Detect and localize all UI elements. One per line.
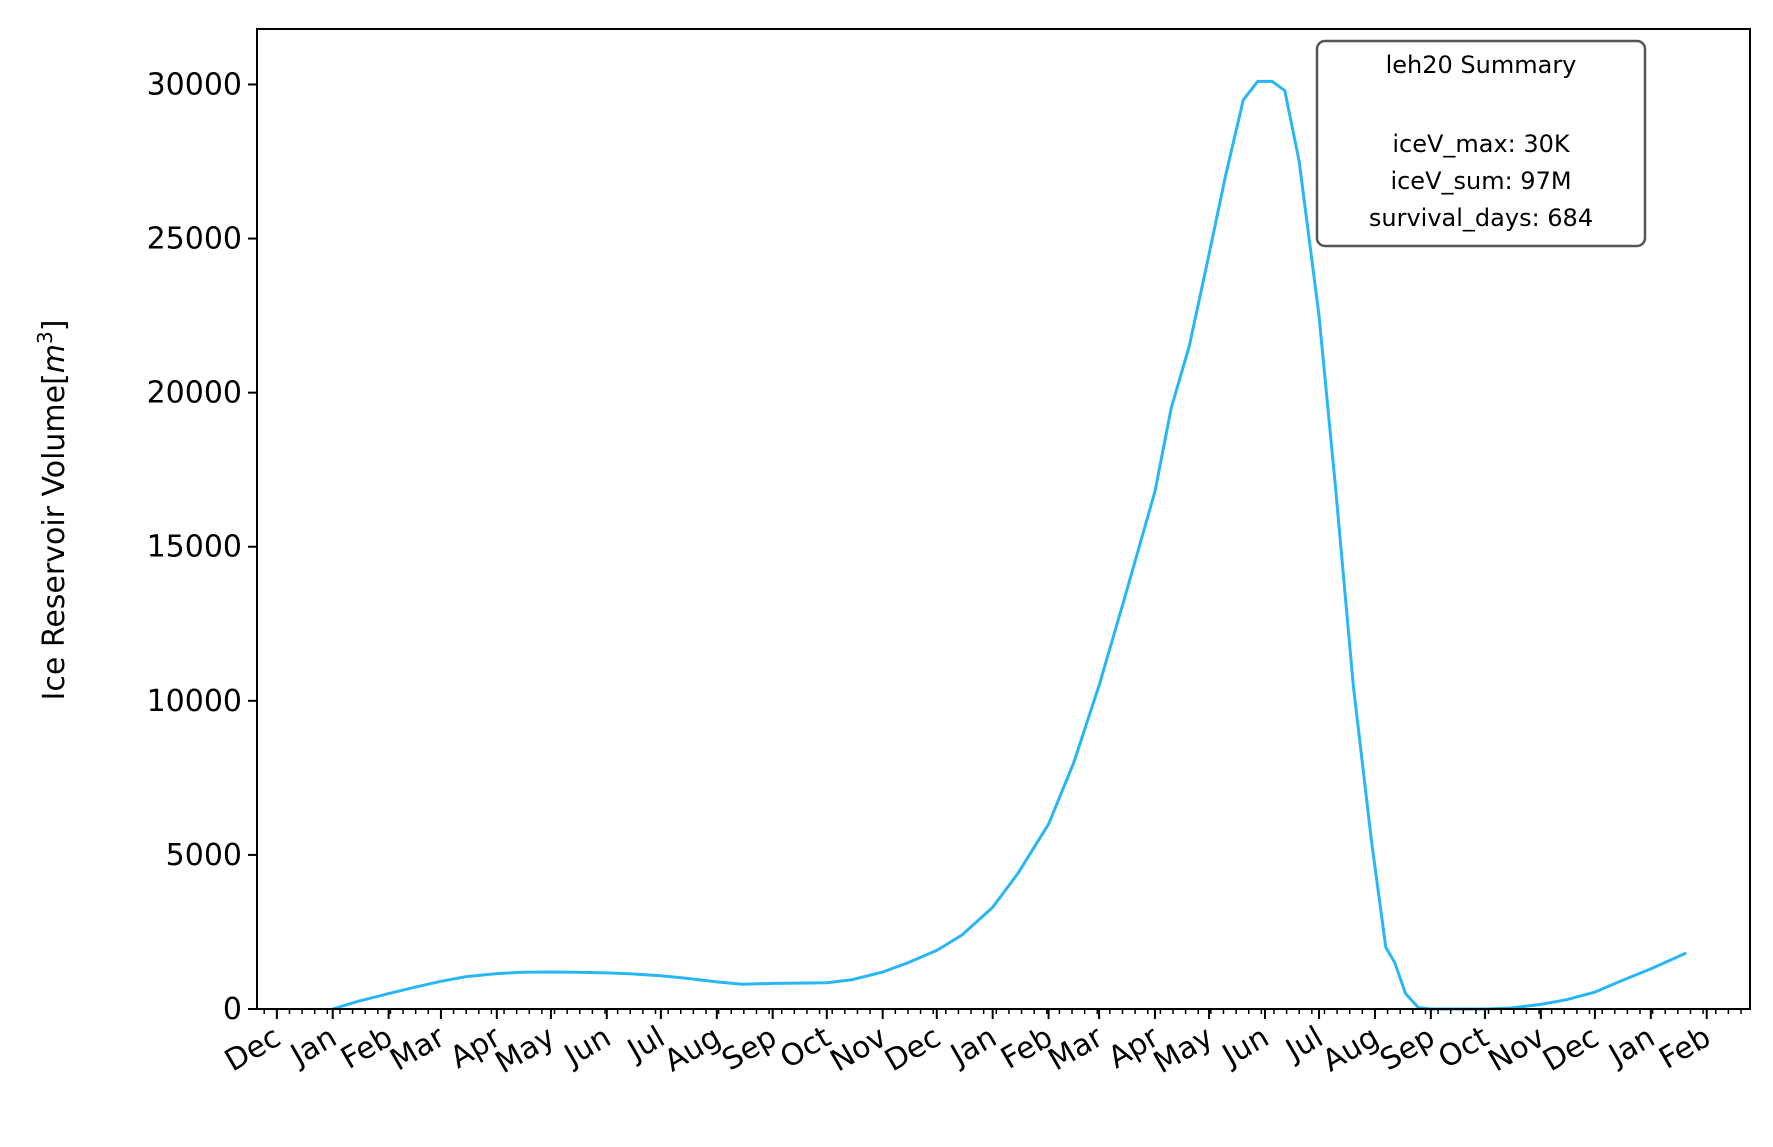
- y-tick-label: 0: [223, 992, 242, 1027]
- y-tick-label: 25000: [147, 222, 242, 257]
- y-axis: 0 5000 10000 15000 20000 25000 30000: [147, 67, 257, 1027]
- y-tick-label: 15000: [147, 530, 242, 565]
- series-line: [331, 79, 1687, 1011]
- y-tick-label: 20000: [147, 376, 242, 411]
- y-axis-label: Ice Reservoir Volume[m3]: [33, 319, 72, 700]
- plot-area: [331, 79, 1687, 1011]
- summary-box-border: [1315, 39, 1647, 248]
- summary-line-ice-sum: iceV_sum: 97M: [1390, 167, 1571, 195]
- y-tick-label: 10000: [147, 684, 242, 719]
- y-tick-label: 30000: [147, 67, 242, 102]
- summary-box: leh20 Summary iceV_max: 30K iceV_sum: 97…: [1315, 39, 1647, 248]
- y-tick-label: 5000: [166, 838, 242, 873]
- summary-line-ice-max: iceV_max: 30K: [1392, 130, 1571, 158]
- summary-line-survival-days: survival_days: 684: [1369, 204, 1593, 232]
- summary-title: leh20 Summary: [1386, 51, 1577, 79]
- plot-frame: [256, 28, 1751, 1010]
